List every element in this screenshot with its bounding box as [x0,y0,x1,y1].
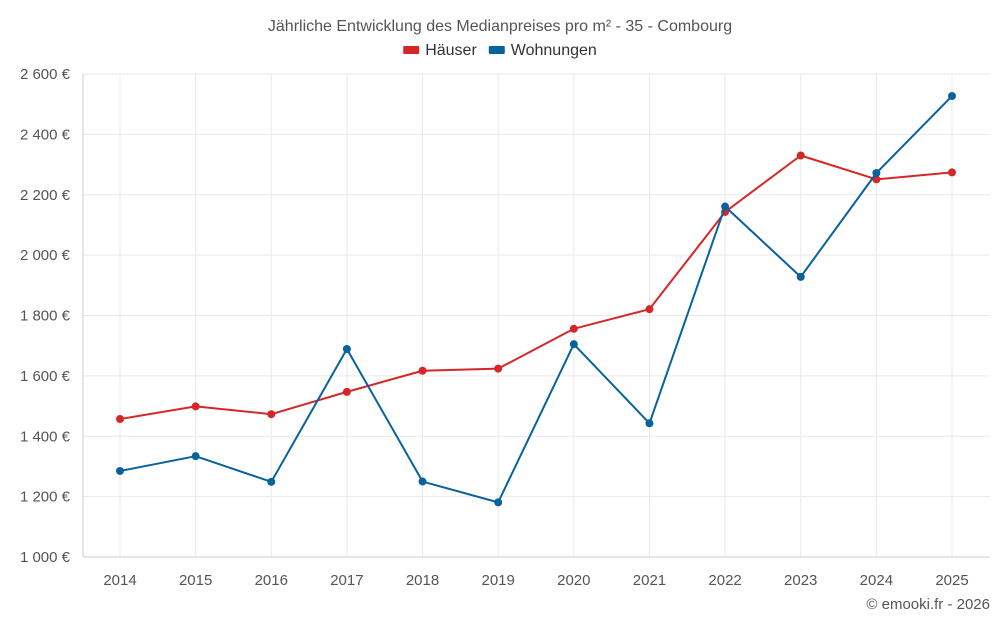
data-point[interactable] [116,415,124,424]
data-point[interactable] [494,364,503,373]
data-point[interactable] [872,169,881,178]
legend-swatch [488,46,505,54]
y-tick-label: 1 600 € [20,368,71,385]
data-point[interactable] [796,272,805,281]
legend-label: Wohnungen [511,42,597,59]
legend-item[interactable]: Häuser [403,42,477,59]
data-point[interactable] [418,366,427,375]
x-tick-label: 2024 [860,572,893,589]
x-tick-label: 2017 [330,572,363,589]
legend-item[interactable]: Wohnungen [488,42,597,59]
axes: 1 000 € 1 200 € 1 400 € 1 600 € 1 800 € 2 000… [20,66,990,589]
data-point[interactable] [267,410,276,419]
y-tick-label: 1 800 € [20,308,71,325]
x-tick-label: 2016 [255,572,288,589]
data-point[interactable] [948,92,956,101]
data-point[interactable] [116,466,124,475]
legend[interactable]: Häuser Wohnungen [403,42,597,59]
x-tick-label: 2025 [935,572,968,589]
y-tick-label: 2 000 € [20,247,71,264]
grid [83,73,990,557]
series-line [119,154,953,421]
data-point[interactable] [267,477,276,486]
data-point[interactable] [191,452,200,461]
series-Häuser [116,151,956,424]
x-tick-label: 2022 [708,572,741,589]
credit-text: © emooki.fr - 2026 [866,596,990,613]
data-point[interactable] [796,151,805,160]
legend-label: Häuser [425,42,477,59]
y-tick-label: 2 400 € [20,126,71,143]
y-tick-label: 1 400 € [20,428,71,445]
legend-swatch [403,46,420,54]
data-point[interactable] [494,498,503,507]
y-tick-label: 1 000 € [20,549,71,566]
data-point[interactable] [342,345,351,354]
x-tick-label: 2015 [179,572,212,589]
data-point[interactable] [645,305,654,314]
y-tick-label: 1 200 € [20,489,71,506]
x-tick-label: 2019 [481,572,514,589]
data-point[interactable] [569,324,578,333]
x-tick-label: 2014 [103,572,136,589]
data-point[interactable] [645,419,654,428]
y-tick-label: 2 200 € [20,187,71,204]
data-point[interactable] [569,340,578,349]
x-tick-label: 2023 [784,572,817,589]
series-group [116,92,956,507]
data-point[interactable] [418,477,427,486]
series-line [119,95,953,504]
data-point[interactable] [948,168,956,177]
chart-title: Jährliche Entwicklung des Medianpreises … [268,18,732,35]
y-tick-label: 2 600 € [20,66,71,83]
x-tick-label: 2018 [406,572,439,589]
series-Wohnungen [116,92,956,507]
data-point[interactable] [191,402,200,411]
x-tick-label: 2021 [633,572,666,589]
data-point[interactable] [721,202,730,211]
x-tick-label: 2020 [557,572,590,589]
data-point[interactable] [342,387,351,396]
